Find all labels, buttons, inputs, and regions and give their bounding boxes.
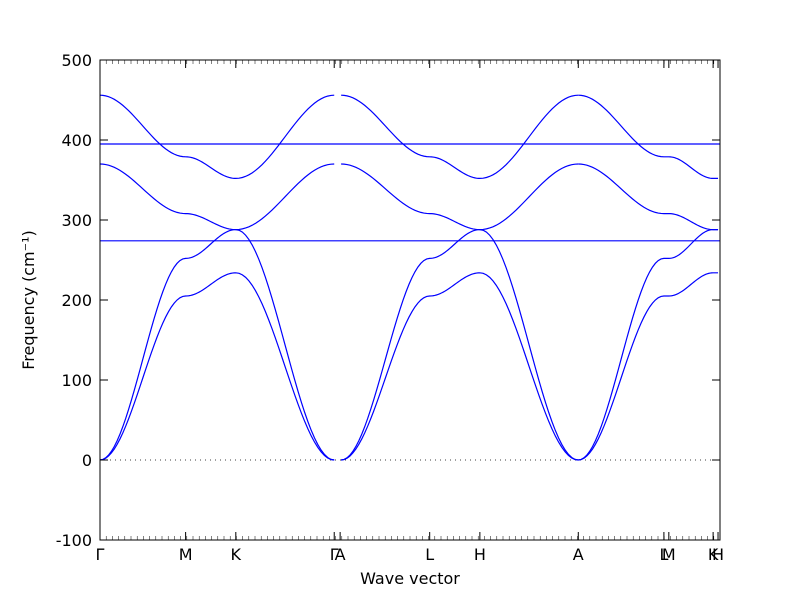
series-line-7 <box>341 228 579 461</box>
x-tick-label: H <box>474 545 486 564</box>
series-line-1 <box>99 228 335 461</box>
x-tick-label: Γ <box>96 545 105 564</box>
y-tick-label: 500 <box>61 51 92 70</box>
series-line-12 <box>578 163 719 231</box>
series-line-0 <box>99 272 335 461</box>
y-tick-label: 300 <box>61 211 92 230</box>
x-tick-label: A <box>573 545 584 564</box>
x-tick-label: A <box>335 545 346 564</box>
x-axis-label: Wave vector <box>360 569 460 588</box>
y-tick-label: 100 <box>61 371 92 390</box>
x-tick-label: M <box>179 545 193 564</box>
y-axis-label: Frequency (cm⁻¹) <box>19 230 38 369</box>
series-line-8 <box>341 163 579 231</box>
y-tick-label: -100 <box>56 531 92 550</box>
x-tick-label: K <box>231 545 242 564</box>
x-tick-label: H <box>712 545 724 564</box>
x-tick-label: M <box>662 545 676 564</box>
x-axis-ticks: Γ M K ΓA L H A LM KH <box>96 60 724 564</box>
y-tick-label: 400 <box>61 131 92 150</box>
series-line-13 <box>578 94 719 179</box>
series-layer <box>99 94 720 461</box>
x-tick-label: Γ <box>330 545 339 564</box>
series-line-6 <box>341 272 579 461</box>
series-line-10 <box>578 272 719 461</box>
x-tick-label: K <box>708 545 719 564</box>
y-tick-label: 0 <box>82 451 92 470</box>
y-tick-label: 200 <box>61 291 92 310</box>
x-tick-label: L <box>659 545 668 564</box>
x-tick-label: L <box>425 545 434 564</box>
series-line-3 <box>99 94 335 180</box>
series-line-9 <box>341 94 579 180</box>
series-line-2 <box>99 163 335 231</box>
minor-ticks <box>99 60 715 540</box>
